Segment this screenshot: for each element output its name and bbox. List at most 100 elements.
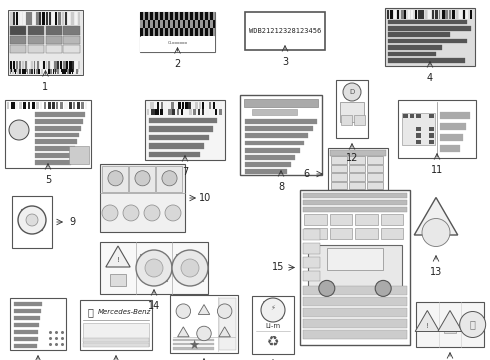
Bar: [194, 109, 196, 115]
Bar: [180, 28, 182, 36]
Bar: [17, 12, 18, 25]
Bar: [245, 126, 313, 131]
Bar: [437, 229, 444, 234]
Bar: [64, 68, 66, 74]
Bar: [202, 28, 205, 36]
Bar: [355, 228, 378, 239]
Bar: [252, 109, 297, 115]
Bar: [64, 102, 68, 109]
Bar: [29, 68, 31, 74]
Bar: [416, 133, 420, 138]
Bar: [28, 61, 30, 72]
Bar: [245, 119, 317, 124]
Bar: [5, 100, 91, 168]
Text: Ⓜ: Ⓜ: [88, 307, 94, 317]
Bar: [52, 12, 55, 25]
Bar: [36, 102, 39, 109]
Bar: [147, 28, 150, 36]
Bar: [60, 102, 63, 109]
Bar: [172, 109, 175, 115]
Circle shape: [144, 205, 160, 221]
Bar: [39, 12, 41, 25]
Bar: [331, 190, 347, 198]
Bar: [145, 100, 225, 160]
Bar: [418, 10, 421, 19]
Bar: [440, 134, 463, 141]
Bar: [43, 61, 45, 72]
Bar: [244, 99, 318, 107]
Bar: [149, 135, 209, 140]
Bar: [83, 338, 149, 342]
Text: 15: 15: [272, 262, 284, 273]
Bar: [16, 61, 18, 72]
Bar: [26, 12, 29, 25]
Bar: [78, 61, 80, 72]
Bar: [145, 12, 147, 20]
Bar: [303, 297, 407, 306]
Bar: [48, 102, 51, 109]
Bar: [193, 12, 195, 20]
Bar: [207, 12, 210, 20]
Bar: [429, 114, 434, 118]
Bar: [145, 28, 147, 36]
Bar: [27, 102, 30, 109]
Bar: [177, 28, 180, 36]
Bar: [349, 174, 365, 181]
Bar: [49, 61, 50, 72]
Bar: [68, 12, 70, 25]
Bar: [245, 155, 295, 160]
Bar: [172, 12, 175, 20]
Bar: [303, 229, 319, 240]
Bar: [391, 10, 393, 19]
Bar: [14, 330, 38, 334]
Bar: [182, 28, 185, 36]
Bar: [303, 257, 319, 267]
Bar: [425, 10, 427, 19]
Circle shape: [26, 214, 38, 226]
Text: 7: 7: [182, 167, 188, 177]
Bar: [416, 140, 420, 144]
Bar: [336, 80, 368, 138]
Bar: [199, 102, 201, 109]
Bar: [303, 286, 407, 295]
Bar: [150, 28, 152, 36]
Bar: [163, 28, 165, 36]
Bar: [165, 12, 168, 20]
Bar: [349, 156, 365, 163]
Bar: [14, 316, 40, 320]
Bar: [36, 68, 38, 74]
Bar: [209, 102, 211, 109]
Bar: [80, 300, 152, 350]
Bar: [188, 20, 190, 28]
Bar: [182, 102, 184, 109]
Bar: [401, 10, 404, 19]
Bar: [50, 68, 52, 74]
Text: 2: 2: [174, 59, 181, 69]
Bar: [341, 115, 352, 125]
Bar: [304, 214, 327, 225]
Bar: [35, 132, 79, 138]
Bar: [14, 344, 37, 348]
Bar: [300, 190, 410, 345]
Bar: [13, 12, 15, 25]
Bar: [367, 165, 383, 172]
Bar: [160, 12, 163, 20]
Bar: [388, 58, 466, 63]
Text: O-oooooo: O-oooooo: [168, 41, 188, 45]
Bar: [154, 102, 156, 109]
Bar: [31, 61, 33, 72]
Bar: [200, 12, 202, 20]
Text: D: D: [349, 89, 355, 95]
Circle shape: [135, 171, 150, 186]
Bar: [100, 164, 185, 232]
Bar: [10, 61, 12, 72]
Bar: [428, 229, 435, 234]
Bar: [193, 28, 195, 36]
Bar: [43, 68, 45, 74]
Bar: [69, 146, 89, 164]
Bar: [388, 19, 466, 24]
Bar: [72, 61, 74, 72]
Bar: [216, 102, 219, 109]
Bar: [180, 12, 182, 20]
Bar: [331, 174, 347, 181]
